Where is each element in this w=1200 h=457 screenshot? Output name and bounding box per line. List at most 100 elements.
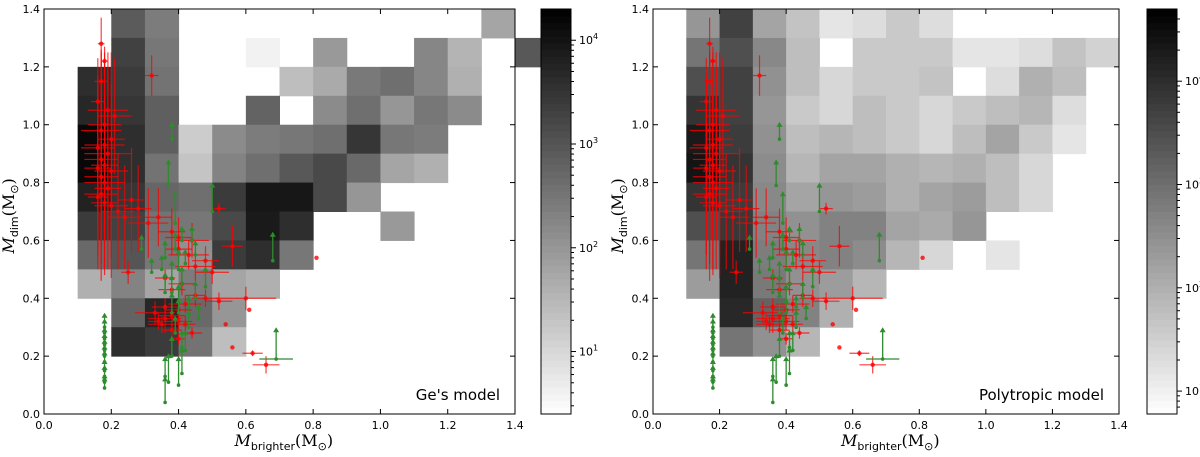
heatmap-cell (819, 211, 854, 241)
green-limit-arrowhead (709, 373, 716, 379)
green-limit-arrowhead (786, 266, 793, 272)
colorbar-segment (1147, 150, 1177, 159)
heatmap-cell (1085, 37, 1120, 68)
green-data-point (270, 258, 275, 263)
red-data-point (183, 322, 188, 327)
green-data-point (787, 345, 792, 350)
x-axis-label: Mbrighter(M⊙) (234, 431, 334, 453)
green-data-point (186, 305, 191, 309)
red-data-point (823, 206, 829, 211)
heatmap-cell (686, 37, 721, 68)
colorbar-segment (541, 144, 571, 152)
heatmap-cell (919, 240, 954, 270)
heatmap-cell (985, 153, 1020, 184)
red-data-point (247, 307, 252, 313)
heatmap-cell (77, 269, 112, 299)
red-data-point (129, 197, 134, 203)
red-data-point (790, 322, 795, 327)
red-data-point (920, 255, 925, 260)
colorbar-segment (1147, 130, 1177, 138)
heatmap-cell (245, 37, 280, 68)
colorbar-segment (541, 198, 571, 206)
green-limit-arrowhead (101, 338, 108, 344)
red-data-point (250, 351, 255, 356)
green-limit-arrowhead (783, 283, 790, 289)
heatmap-cell (886, 95, 920, 126)
heatmap-cell (919, 211, 954, 241)
y-tick-label: 0.6 (23, 234, 41, 247)
colorbar-segment (1147, 191, 1177, 199)
red-data-point (850, 296, 855, 301)
red-data-point (810, 296, 815, 301)
colorbar-segment (1147, 346, 1177, 354)
heatmap-cell (919, 95, 954, 126)
colorbar-segment (1147, 218, 1177, 226)
green-data-point (771, 290, 775, 295)
green-data-point (787, 282, 792, 286)
heatmap-cell (985, 124, 1020, 155)
axis-ticks: 0.0 0.2 0.4 0.6 0.8 1.0 1.2 1.4 0.0 0.2 0.4 0.6 0.8 1… (23, 3, 524, 432)
colorbar-segment (541, 137, 571, 145)
heatmap-cell (952, 37, 987, 68)
colorbar-segment (1147, 49, 1177, 57)
heatmap-cell (852, 9, 887, 39)
heatmap-cell (752, 95, 787, 126)
heatmap-cell (886, 9, 920, 39)
colorbar-tick-label: 103 (579, 136, 598, 151)
red-data-point (763, 319, 769, 324)
green-limit-arrowhead (101, 312, 108, 318)
colorbar-segment (541, 366, 571, 375)
red-data-point (837, 244, 842, 249)
green-data-point (196, 316, 201, 321)
heatmap-cell (686, 269, 721, 299)
green-limit-arrowhead (799, 280, 806, 286)
red-data-point (870, 362, 875, 368)
red-data-point (830, 322, 835, 327)
heatmap-cell (819, 269, 854, 299)
heatmap-cell (212, 327, 247, 357)
heatmap-cell (985, 95, 1020, 126)
red-data-point (109, 203, 114, 208)
red-data-point (112, 113, 117, 119)
green-limit-arrowhead (783, 298, 790, 304)
green-limit-arrowhead (776, 335, 783, 341)
green-data-point (180, 345, 184, 350)
colorbar-segment (1147, 96, 1177, 105)
colorbar-segment (541, 380, 571, 388)
red-data-point (98, 41, 104, 46)
red-data-point (817, 270, 822, 275)
red-data-point (146, 220, 151, 226)
red-data-point (152, 310, 158, 315)
green-limit-arrowhead (786, 330, 793, 336)
heatmap-cell (346, 182, 381, 212)
heatmap-cell (212, 269, 247, 299)
colorbar-segment (1147, 339, 1177, 348)
green-data-point (804, 316, 808, 321)
green-limit-arrowhead (172, 231, 179, 237)
plot-frame (43, 8, 516, 415)
heatmap-cell (1019, 66, 1053, 97)
green-data-point (166, 380, 171, 384)
red-data-point (203, 258, 208, 263)
green-limit-arrowhead (796, 225, 803, 231)
green-limit-arrowhead (101, 318, 108, 324)
heatmap-cell (346, 124, 381, 155)
y-tick-label: 1.2 (23, 61, 41, 74)
heatmap-cell (111, 327, 146, 357)
red-data-point (230, 345, 235, 350)
y-tick-label: 1.2 (632, 61, 650, 74)
red-data-point (162, 316, 168, 321)
red-data-point (707, 191, 712, 197)
green-limit-arrowhead (162, 240, 169, 246)
heatmap-cell (178, 124, 213, 155)
colorbar-segment (541, 373, 571, 381)
green-limit-arrowhead (776, 275, 783, 281)
x-tick-label: 0.6 (237, 419, 255, 432)
colorbar-segment (541, 184, 571, 192)
colorbar: 101 102 103 104 (1146, 8, 1200, 415)
red-data-point (777, 313, 782, 318)
green-data-point (787, 371, 792, 376)
heatmap-cell (919, 66, 954, 97)
green-data-point (711, 386, 715, 390)
